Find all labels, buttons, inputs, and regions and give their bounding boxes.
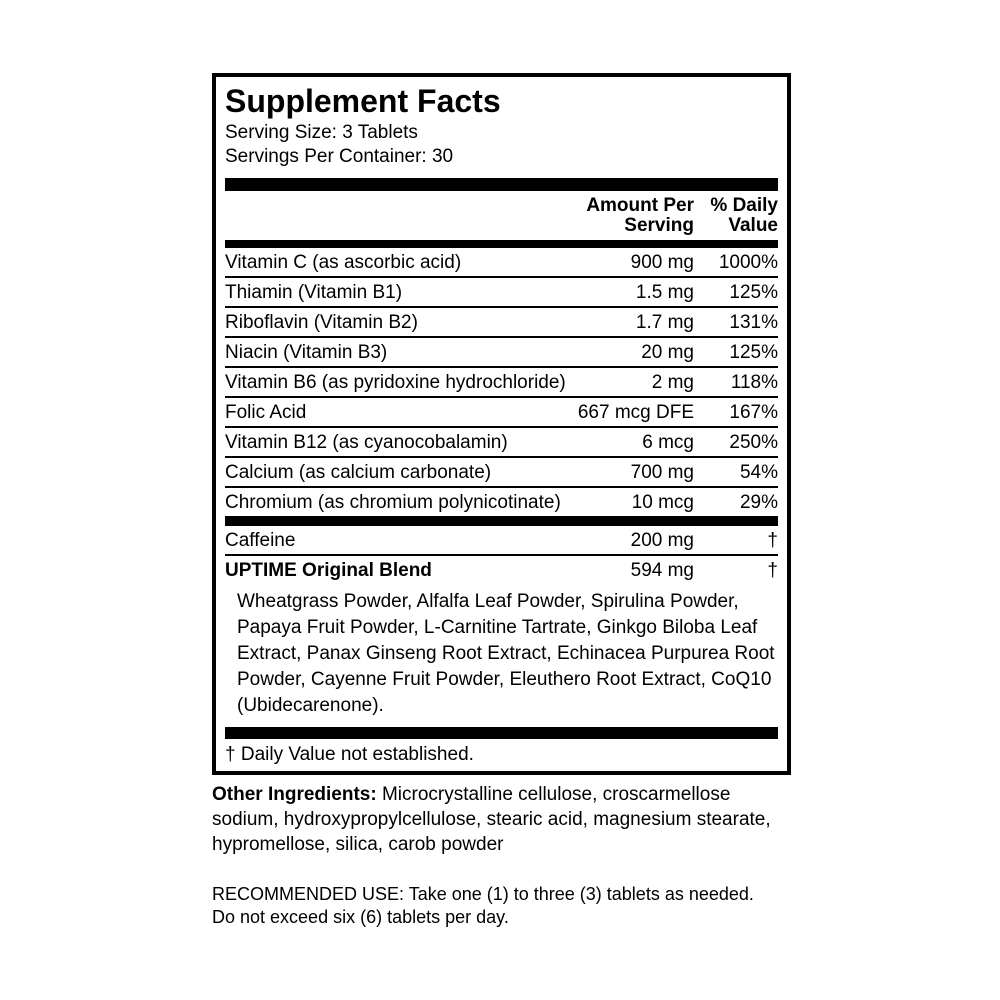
nutrient-dv: †: [767, 530, 778, 551]
other-ingredients-text: Microcrystalline cellulose, croscarmello…: [212, 784, 771, 855]
nutrient-amount: 900 mg: [630, 252, 694, 273]
nutrient-name: Riboflavin (Vitamin B2): [225, 312, 418, 333]
daily-value-footnote: † Daily Value not established.: [225, 744, 474, 765]
blend-dv: †: [767, 560, 778, 581]
table-row: Thiamin (Vitamin B1) 1.5 mg 125%: [225, 276, 778, 306]
table-row: Vitamin B12 (as cyanocobalamin) 6 mcg 25…: [225, 426, 778, 456]
nutrient-amount: 200 mg: [630, 530, 694, 551]
recommended-use: RECOMMENDED USE: Take one (1) to three (…: [212, 883, 791, 929]
table-row: Riboflavin (Vitamin B2) 1.7 mg 131%: [225, 306, 778, 336]
table-row: Calcium (as calcium carbonate) 700 mg 54…: [225, 456, 778, 486]
nutrient-amount: 2 mg: [651, 372, 694, 393]
nutrient-name: Thiamin (Vitamin B1): [225, 282, 403, 303]
divider-bar-thick-top: [225, 178, 778, 191]
other-ingredients: Other Ingredients: Microcrystalline cell…: [212, 782, 791, 857]
divider-bar-caffeine: [225, 516, 778, 526]
table-row: Vitamin B6 (as pyridoxine hydrochloride)…: [225, 366, 778, 396]
nutrient-dv: 131%: [729, 312, 778, 333]
nutrient-dv: 54%: [739, 462, 778, 483]
nutrient-amount: 1.7 mg: [635, 312, 694, 333]
column-header: Amount Per Serving % Daily Value: [225, 191, 778, 240]
nutrient-name: Vitamin B6 (as pyridoxine hydrochloride): [225, 372, 566, 393]
nutrient-amount: 700 mg: [630, 462, 694, 483]
nutrient-name: Caffeine: [225, 530, 296, 551]
nutrient-dv: 1000%: [718, 252, 778, 273]
dv-header-line2: Value: [728, 215, 778, 236]
nutrient-amount: 667 mcg DFE: [577, 402, 694, 423]
divider-bar-bottom: [225, 727, 778, 739]
nutrient-table: Vitamin C (as ascorbic acid) 900 mg 1000…: [225, 248, 778, 516]
amount-header-line2: Serving: [624, 215, 694, 236]
nutrient-name: Calcium (as calcium carbonate): [225, 462, 492, 483]
nutrient-name: Chromium (as chromium polynicotinate): [225, 492, 561, 513]
nutrient-name: Folic Acid: [225, 402, 307, 423]
blend-name: UPTIME Original Blend: [225, 560, 432, 581]
nutrient-dv: 118%: [730, 372, 778, 393]
recommended-use-line2: Do not exceed six (6) tablets per day.: [212, 907, 509, 927]
amount-header-line1: Amount Per: [586, 195, 694, 216]
amount-per-serving-header: Amount Per Serving: [586, 196, 694, 236]
label-column: Supplement Facts Serving Size: 3 Tablets…: [212, 73, 791, 929]
nutrient-amount: 20 mg: [641, 342, 694, 363]
nutrient-dv: 250%: [729, 432, 778, 453]
nutrient-name: Niacin (Vitamin B3): [225, 342, 388, 363]
table-row: Vitamin C (as ascorbic acid) 900 mg 1000…: [225, 248, 778, 276]
panel-title: Supplement Facts: [225, 83, 501, 119]
other-ingredients-label: Other Ingredients:: [212, 784, 377, 805]
table-row: Folic Acid 667 mcg DFE 167%: [225, 396, 778, 426]
nutrient-dv: 125%: [729, 282, 778, 303]
caffeine-row: Caffeine 200 mg †: [225, 526, 778, 554]
recommended-use-line1: RECOMMENDED USE: Take one (1) to three (…: [212, 884, 754, 904]
nutrient-dv: 29%: [739, 492, 778, 513]
dv-header-line1: % Daily: [710, 195, 778, 216]
nutrient-amount: 1.5 mg: [635, 282, 694, 303]
nutrient-dv: 167%: [729, 402, 778, 423]
nutrient-name: Vitamin C (as ascorbic acid): [225, 252, 462, 273]
blend-row: UPTIME Original Blend 594 mg †: [225, 554, 778, 584]
supplement-facts-panel: Supplement Facts Serving Size: 3 Tablets…: [212, 73, 791, 775]
nutrient-amount: 10 mcg: [631, 492, 694, 513]
nutrient-amount: 6 mcg: [642, 432, 694, 453]
table-row: Niacin (Vitamin B3) 20 mg 125%: [225, 336, 778, 366]
table-row: Chromium (as chromium polynicotinate) 10…: [225, 486, 778, 516]
blend-amount: 594 mg: [630, 560, 694, 581]
serving-size: Serving Size: 3 Tablets: [225, 122, 418, 143]
divider-bar-medium: [225, 240, 778, 248]
nutrient-dv: 125%: [729, 342, 778, 363]
nutrient-name: Vitamin B12 (as cyanocobalamin): [225, 432, 508, 453]
servings-per-container: Servings Per Container: 30: [225, 146, 454, 167]
daily-value-header: % Daily Value: [694, 196, 778, 236]
blend-description: Wheatgrass Powder, Alfalfa Leaf Powder, …: [237, 591, 775, 716]
